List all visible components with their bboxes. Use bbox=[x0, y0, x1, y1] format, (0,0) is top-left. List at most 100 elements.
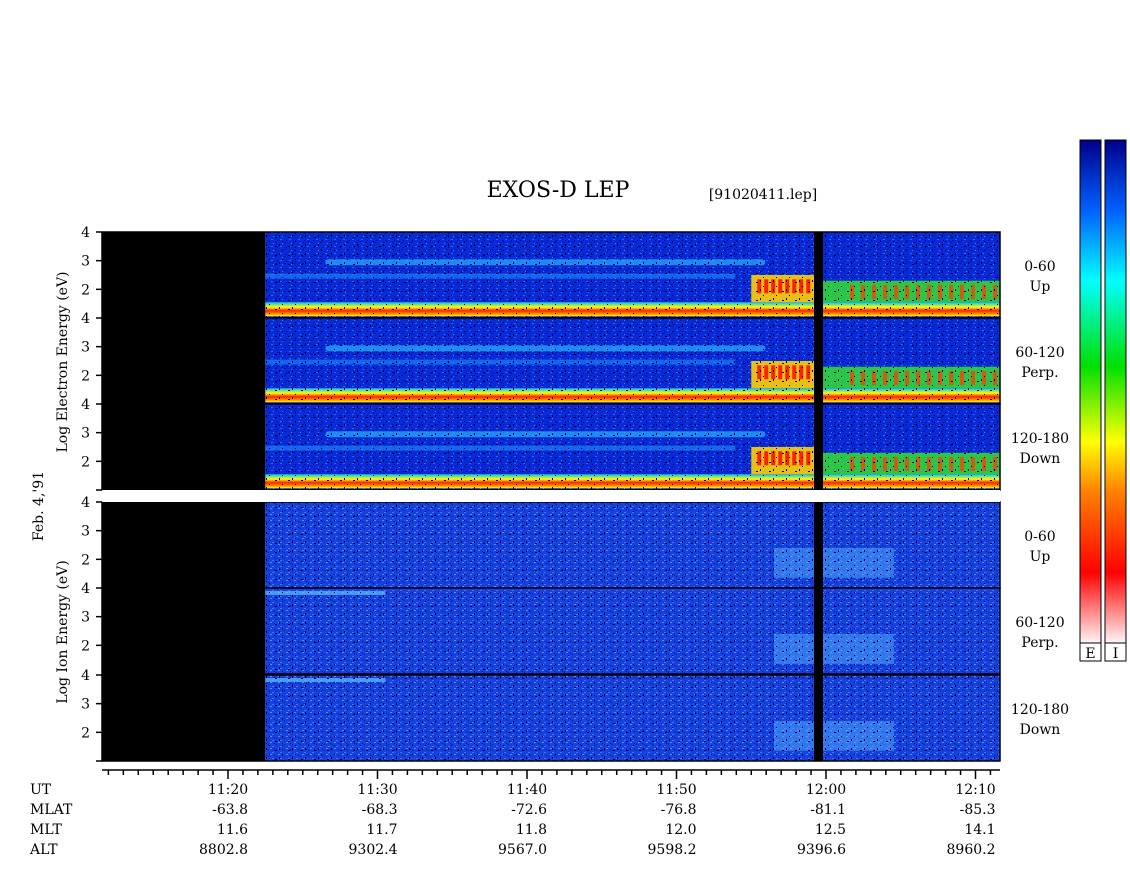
orbit-value: -68.3 bbox=[362, 802, 398, 818]
panel-1-electron bbox=[101, 231, 1001, 319]
time-axis: UT 11:20 11:30 11:40 11:50 12:00 12:10 bbox=[30, 769, 1000, 798]
orbit-value: 9567.0 bbox=[498, 842, 547, 858]
dropout-speckle bbox=[265, 232, 1000, 318]
y-tick-label: 2 bbox=[81, 368, 90, 384]
y-tick-label: 2 bbox=[81, 282, 90, 298]
y-tick-label: 4 bbox=[81, 397, 90, 413]
no-data-region bbox=[102, 404, 266, 490]
y-ticks: 4 3 2 4 3 2 4 3 2 4 3 2 4 3 2 4 3 2 bbox=[81, 225, 102, 762]
y-tick-label: 2 bbox=[81, 454, 90, 470]
data-gap bbox=[814, 232, 824, 318]
x-tick-label: 12:00 bbox=[806, 782, 846, 798]
panel-labels: 0-60 Up 60-120 Perp. 120-180 Down 0-60 Up 60-120… bbox=[1011, 259, 1069, 738]
orbit-value: -63.8 bbox=[212, 802, 248, 818]
orbit-value: 9302.4 bbox=[349, 842, 398, 858]
y-tick-label: 3 bbox=[81, 524, 90, 540]
x-tick-label: 11:30 bbox=[357, 782, 397, 798]
y-tick-label: 4 bbox=[81, 225, 90, 241]
no-data-region bbox=[102, 502, 266, 588]
colorbar-e-label-box bbox=[1079, 642, 1102, 662]
panel-3-electron bbox=[101, 403, 1001, 491]
colorbar-i-label-box bbox=[1104, 642, 1127, 662]
spectrogram-panels bbox=[101, 231, 1001, 762]
dropout-speckle bbox=[265, 502, 1000, 588]
orbit-value: 12.0 bbox=[665, 822, 696, 838]
orbit-value: 9598.2 bbox=[648, 842, 697, 858]
dropout-speckle bbox=[265, 404, 1000, 490]
orbit-value: -76.8 bbox=[661, 802, 697, 818]
panel-6-ion bbox=[101, 674, 1001, 762]
y-tick-label: 2 bbox=[81, 552, 90, 568]
panel-pitch-label: 0-60 bbox=[1024, 259, 1055, 275]
orbit-row-label: MLT bbox=[30, 822, 62, 838]
date-label: Feb. 4,'91 bbox=[31, 471, 47, 541]
no-data-region bbox=[102, 232, 266, 318]
orbit-value: -72.6 bbox=[511, 802, 547, 818]
colorbar-e bbox=[1079, 139, 1102, 644]
chart-title: EXOS-D LEP bbox=[487, 178, 630, 203]
panel-4-ion bbox=[101, 501, 1001, 589]
data-gap bbox=[814, 588, 824, 674]
panel-direction-label: Perp. bbox=[1021, 635, 1058, 651]
panel-direction-label: Down bbox=[1020, 451, 1061, 467]
y-tick-label: 4 bbox=[81, 311, 90, 327]
panel-2-electron bbox=[101, 317, 1001, 405]
x-axis-label: UT bbox=[30, 782, 52, 798]
orbit-value: 11.8 bbox=[516, 822, 547, 838]
y-tick-label: 2 bbox=[81, 638, 90, 654]
data-gap bbox=[814, 404, 824, 490]
colorbars: E I bbox=[1079, 139, 1127, 662]
orbit-value: 9396.6 bbox=[797, 842, 846, 858]
panel-direction-label: Up bbox=[1030, 549, 1051, 565]
orbit-row-label: MLAT bbox=[30, 802, 73, 818]
no-data-region bbox=[102, 318, 266, 404]
colorbar-e-label: E bbox=[1085, 646, 1095, 662]
orbit-value: 11.7 bbox=[366, 822, 397, 838]
ion-y-label: Log Ion Energy (eV) bbox=[55, 560, 71, 703]
orbit-value: 8960.2 bbox=[947, 842, 996, 858]
no-data-region bbox=[102, 675, 266, 761]
y-tick-label: 2 bbox=[81, 725, 90, 741]
panel-direction-label: Up bbox=[1030, 279, 1051, 295]
dropout-speckle bbox=[265, 318, 1000, 404]
orbit-row-label: ALT bbox=[29, 842, 58, 858]
file-tag: [91020411.lep] bbox=[709, 187, 817, 203]
panel-pitch-label: 60-120 bbox=[1015, 345, 1064, 361]
y-tick-label: 3 bbox=[81, 610, 90, 626]
x-tick-label: 11:50 bbox=[656, 782, 696, 798]
x-tick-label: 11:20 bbox=[208, 782, 248, 798]
species-separator bbox=[102, 490, 1000, 502]
orbit-value: 8802.8 bbox=[199, 842, 248, 858]
no-data-region bbox=[102, 588, 266, 674]
orbit-table: MLAT -63.8 -68.3 -72.6 -76.8 -81.1 -85.3 MLT 11.… bbox=[29, 802, 996, 858]
panel-pitch-label: 120-180 bbox=[1011, 431, 1069, 447]
orbit-value: -81.1 bbox=[810, 802, 846, 818]
dropout-speckle bbox=[265, 675, 1000, 761]
orbit-value: 14.1 bbox=[964, 822, 995, 838]
panel-direction-label: Perp. bbox=[1021, 365, 1058, 381]
data-gap bbox=[814, 318, 824, 404]
x-tick-label: 11:40 bbox=[507, 782, 547, 798]
orbit-value: 12.5 bbox=[815, 822, 846, 838]
y-tick-label: 3 bbox=[81, 340, 90, 356]
x-tick-label: 12:10 bbox=[955, 782, 995, 798]
orbit-value: -85.3 bbox=[960, 802, 996, 818]
panel-5-ion bbox=[101, 587, 1001, 675]
y-tick-label: 3 bbox=[81, 426, 90, 442]
data-gap bbox=[814, 675, 824, 761]
panel-pitch-label: 0-60 bbox=[1024, 529, 1055, 545]
y-tick-label: 4 bbox=[81, 668, 90, 684]
colorbar-i-label: I bbox=[1113, 646, 1119, 662]
electron-y-label: Log Electron Energy (eV) bbox=[55, 271, 71, 452]
y-tick-label: 4 bbox=[81, 495, 90, 511]
y-tick-label: 3 bbox=[81, 254, 90, 270]
dropout-speckle bbox=[265, 588, 1000, 674]
colorbar-i bbox=[1104, 139, 1127, 644]
panel-border bbox=[101, 587, 1001, 675]
panel-pitch-label: 60-120 bbox=[1015, 615, 1064, 631]
y-tick-label: 3 bbox=[81, 697, 90, 713]
panel-direction-label: Down bbox=[1020, 722, 1061, 738]
data-gap bbox=[814, 502, 824, 588]
y-tick-label: 4 bbox=[81, 581, 90, 597]
